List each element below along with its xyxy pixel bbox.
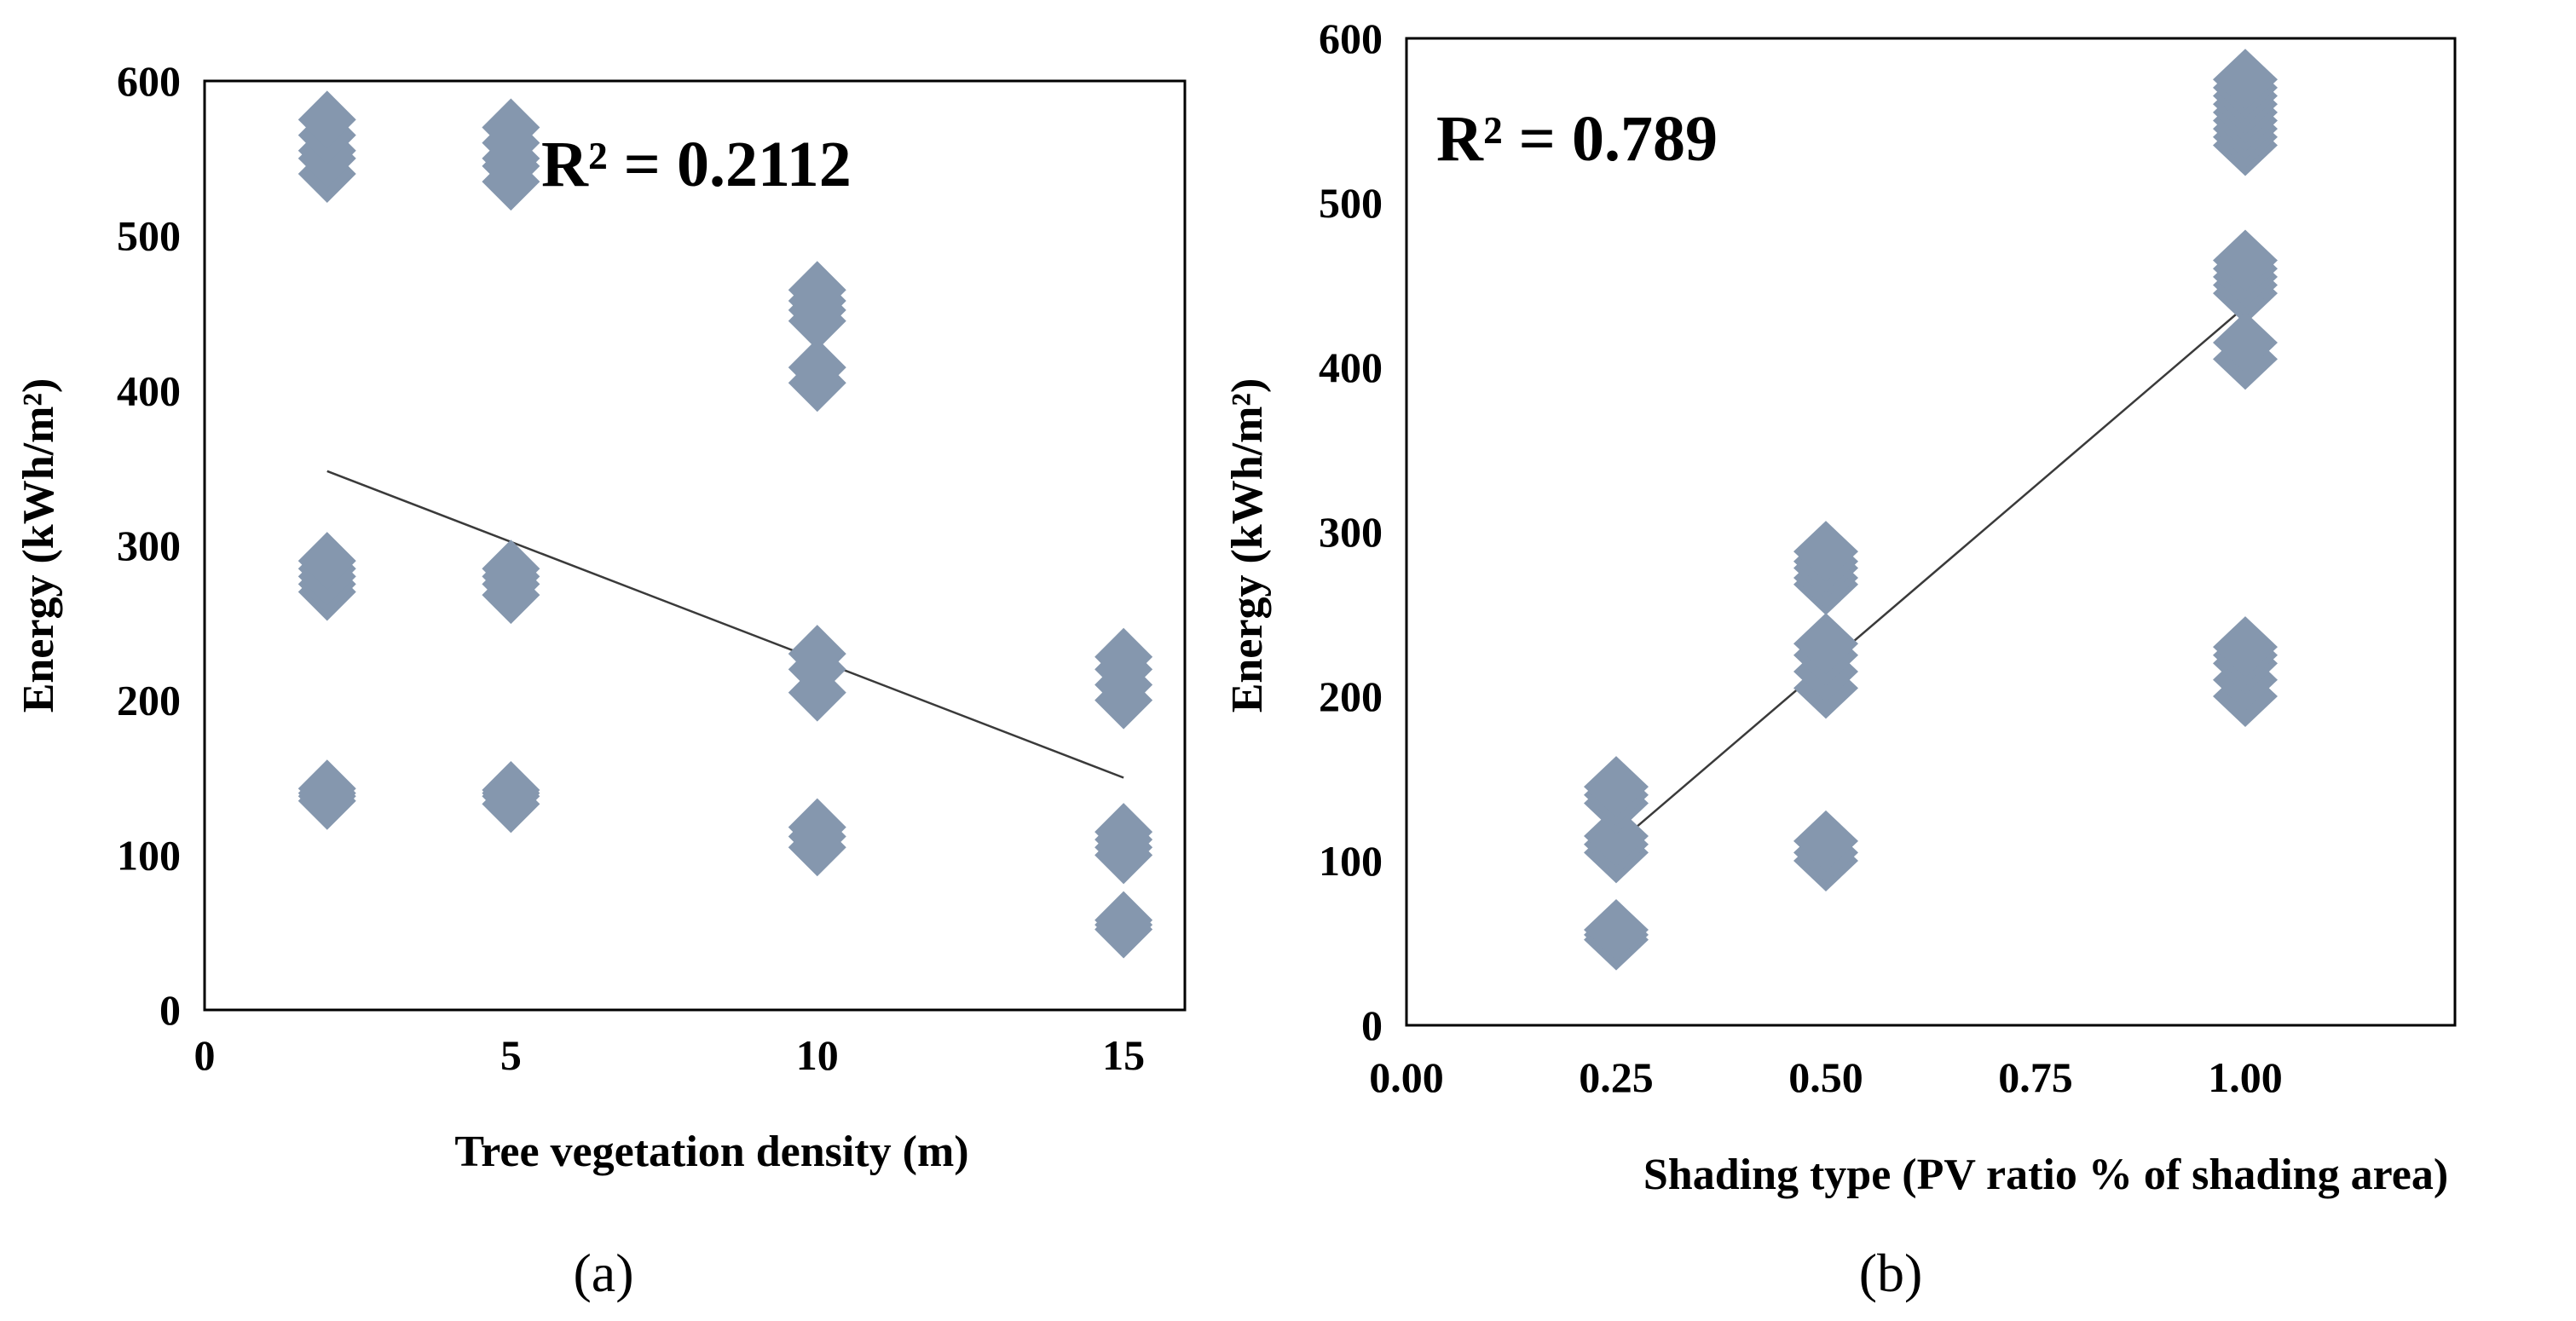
y-axis-title-b: Energy (kWh/m²) [1223,378,1272,713]
x-tick-label: 0 [194,1031,216,1079]
trendline-group-a [326,470,1124,779]
data-point [1095,891,1153,949]
x-tick-labels-a: 0 5 10 15 [194,1031,1146,1079]
y-tick-label: 0 [159,986,181,1034]
data-point [297,90,356,149]
data-point [1095,803,1153,862]
data-point [2213,229,2278,291]
data-point [788,798,846,857]
data-point [297,759,356,818]
y-tick-labels-b: 0 100 200 300 400 500 600 [1319,14,1383,1049]
y-tick-label: 600 [1319,14,1383,62]
data-point [2213,49,2278,111]
x-tick-label: 0.50 [1788,1053,1863,1101]
y-tick-label: 200 [117,677,181,724]
trendline [326,470,1124,779]
x-tick-label: 0.75 [1998,1053,2073,1101]
data-point [2213,312,2278,374]
data-point [482,98,540,157]
data-point [1095,627,1153,686]
chart-panel-b: 0 100 200 300 400 500 600 0.00 0.25 0.50 0.75 1.00… [1223,14,2457,1303]
panel-label-a: (a) [573,1243,633,1303]
panel-label-b: (b) [1859,1243,1923,1303]
trendline-group-b [1615,305,2246,845]
data-point [1584,756,1649,818]
chart-panel-a: 0 100 200 300 400 500 600 0 5 10 15 R² = 0.2112 T… [14,57,1187,1303]
y-axis-title-a: Energy (kWh/m²) [14,378,63,713]
y-tick-labels-a: 0 100 200 300 400 500 600 [117,57,181,1034]
data-point [788,625,846,684]
x-axis-title-a: Tree vegetation density (m) [454,1128,968,1176]
data-point [1584,805,1649,868]
r-squared-label-b: R² = 0.789 [1436,103,1718,175]
x-axis-title-b: Shading type (PV ratio % of shading area… [1643,1151,2448,1199]
data-points-a [297,90,1153,959]
x-tick-labels-b: 0.00 0.25 0.50 0.75 1.00 [1369,1053,2283,1101]
y-tick-label: 0 [1361,1001,1383,1049]
plot-area-a [203,79,1187,1012]
y-tick-label: 200 [1319,672,1383,720]
r-squared-label-a: R² = 0.2112 [541,129,852,200]
data-point [1793,613,1858,675]
trendline [1615,305,2246,845]
x-tick-label: 0.00 [1369,1053,1444,1101]
data-point [788,261,846,320]
data-point [1793,810,1858,872]
y-tick-label: 400 [1319,343,1383,391]
x-tick-label: 15 [1102,1031,1145,1079]
data-point [1793,521,1858,583]
data-point [482,761,540,820]
y-tick-label: 100 [117,831,181,879]
y-tick-label: 300 [1319,508,1383,556]
data-point [788,338,846,397]
y-tick-label: 500 [1319,179,1383,227]
x-tick-label: 1.00 [2208,1053,2283,1101]
data-point [1584,899,1649,961]
data-point [2213,616,2278,678]
y-tick-label: 100 [1319,837,1383,885]
data-points-b [1584,49,2278,971]
y-tick-label: 600 [117,57,181,105]
y-tick-label: 500 [117,212,181,260]
y-tick-label: 300 [117,522,181,569]
x-tick-label: 5 [500,1031,522,1079]
y-tick-label: 400 [117,366,181,414]
x-tick-label: 0.25 [1579,1053,1654,1101]
plot-area-b [1405,37,2457,1027]
data-point [297,532,356,591]
x-tick-label: 10 [796,1031,839,1079]
data-point [482,539,540,598]
